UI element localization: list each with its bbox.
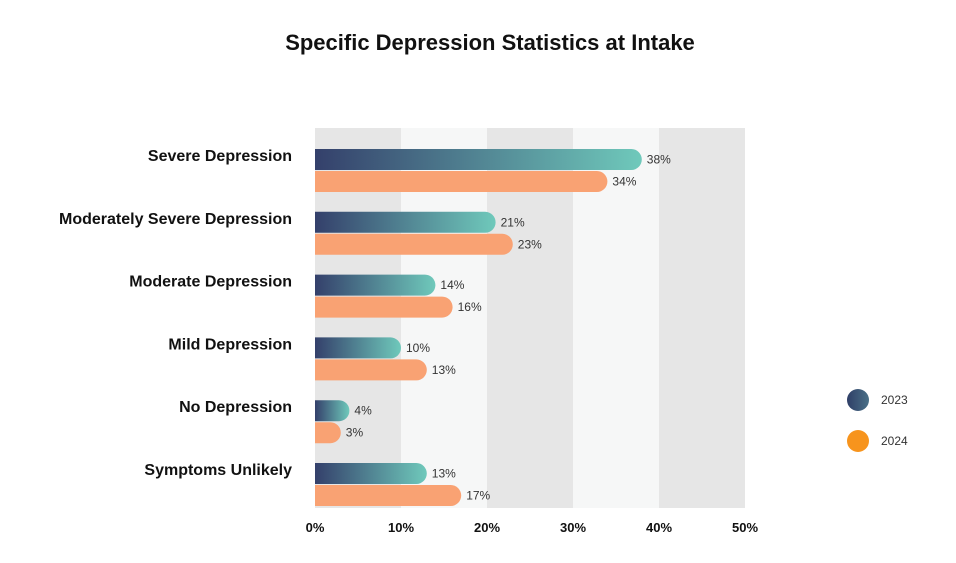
category-label: Mild Depression <box>168 336 292 353</box>
value-label: 3% <box>346 426 364 440</box>
value-label: 34% <box>612 175 636 189</box>
category-label: Symptoms Unlikely <box>144 462 292 479</box>
bar-2023 <box>315 149 642 170</box>
legend-swatch-2023 <box>847 389 869 411</box>
chart-title: Specific Depression Statistics at Intake <box>285 30 695 55</box>
value-label: 17% <box>466 489 490 503</box>
bar-2024 <box>315 296 453 318</box>
value-label: 16% <box>458 300 482 314</box>
bar-2024 <box>315 171 608 192</box>
category-labels: Severe Depression Moderately Severe Depre… <box>59 148 292 479</box>
x-tick-label: 0% <box>306 520 325 535</box>
x-tick-label: 10% <box>388 520 414 535</box>
category-label: No Depression <box>179 399 292 416</box>
bar-2023 <box>315 274 436 296</box>
value-label: 10% <box>406 341 430 355</box>
bar-2023 <box>315 400 350 422</box>
bar-2024 <box>315 422 341 444</box>
legend-swatch-2024 <box>847 430 869 452</box>
value-label: 13% <box>432 467 456 481</box>
value-label: 4% <box>354 404 372 418</box>
grid-band <box>659 128 745 508</box>
legend: 2023 2024 <box>847 389 908 452</box>
category-label: Moderate Depression <box>129 274 292 291</box>
x-axis-ticks: 0% 10% 20% 30% 40% 50% <box>306 520 759 535</box>
bar-2023 <box>315 211 496 233</box>
bar-2024 <box>315 233 513 255</box>
bar-2024 <box>315 359 427 381</box>
bars: 38%34%21%23%14%16%10%13%4%3%13%17% <box>315 149 671 506</box>
x-tick-label: 50% <box>732 520 758 535</box>
x-tick-label: 40% <box>646 520 672 535</box>
x-tick-label: 30% <box>560 520 586 535</box>
bar-2023 <box>315 463 427 484</box>
value-label: 38% <box>647 153 671 167</box>
value-label: 21% <box>501 215 525 229</box>
legend-label-2024: 2024 <box>881 434 908 448</box>
category-label: Moderately Severe Depression <box>59 211 292 228</box>
value-label: 14% <box>440 278 464 292</box>
category-label: Severe Depression <box>148 148 292 165</box>
value-label: 13% <box>432 363 456 377</box>
bar-2024 <box>315 485 462 506</box>
legend-label-2023: 2023 <box>881 393 908 407</box>
bar-2023 <box>315 337 401 359</box>
value-label: 23% <box>518 237 542 251</box>
x-tick-label: 20% <box>474 520 500 535</box>
